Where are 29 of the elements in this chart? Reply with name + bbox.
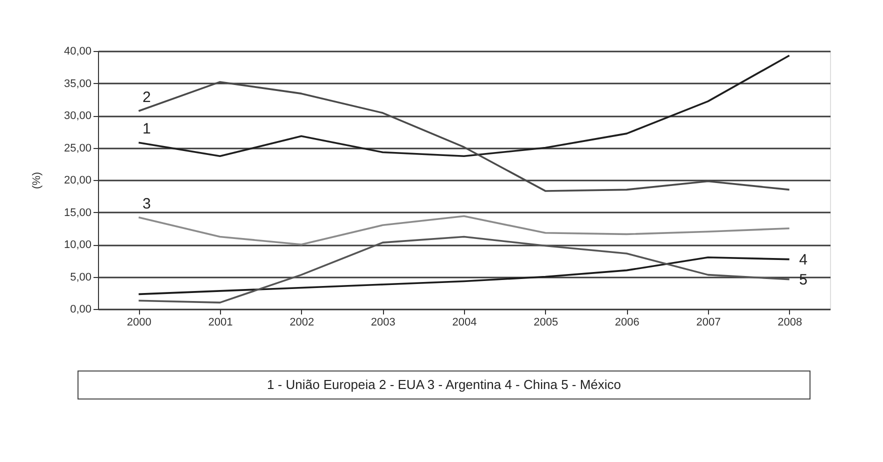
x-tick-label: 2008 [778,316,802,328]
line-series [138,215,790,246]
y-tick-label: 0,00 [70,304,92,316]
x-tick-label: 2003 [370,316,396,328]
y-tick-label: 35,00 [64,78,92,90]
x-tick-label: 2000 [126,316,152,328]
annotation: 4 [799,251,808,268]
y-tick-label: 5,00 [70,271,92,284]
y-tick-label: 40,00 [64,46,92,58]
x-tick-label: 2007 [696,316,721,328]
annotation: 1 [142,120,151,138]
annotation: 3 [142,195,151,212]
text: 1 - União Europeia 2 - EUA 3 - Argentina 4 - China 5 - México [266,377,622,392]
line-series [138,256,790,296]
line-series [138,236,790,304]
y-axis-title: (%) [30,172,43,190]
y-tick-label: 20,00 [64,174,92,186]
y-tick-label: 15,00 [64,206,92,219]
y-tick-label: 10,00 [64,239,92,251]
x-tick-label: 2006 [614,316,640,328]
line-series [138,54,790,158]
x-tick-label: 2005 [534,316,558,328]
annotation: 2 [142,88,151,106]
y-tick-label: 25,00 [64,142,92,154]
line-series [138,81,790,192]
x-tick-label: 2004 [452,316,477,328]
x-tick-label: 2002 [290,316,314,328]
x-tick-label: 2001 [208,316,233,328]
y-tick-label: 30,00 [64,110,92,122]
